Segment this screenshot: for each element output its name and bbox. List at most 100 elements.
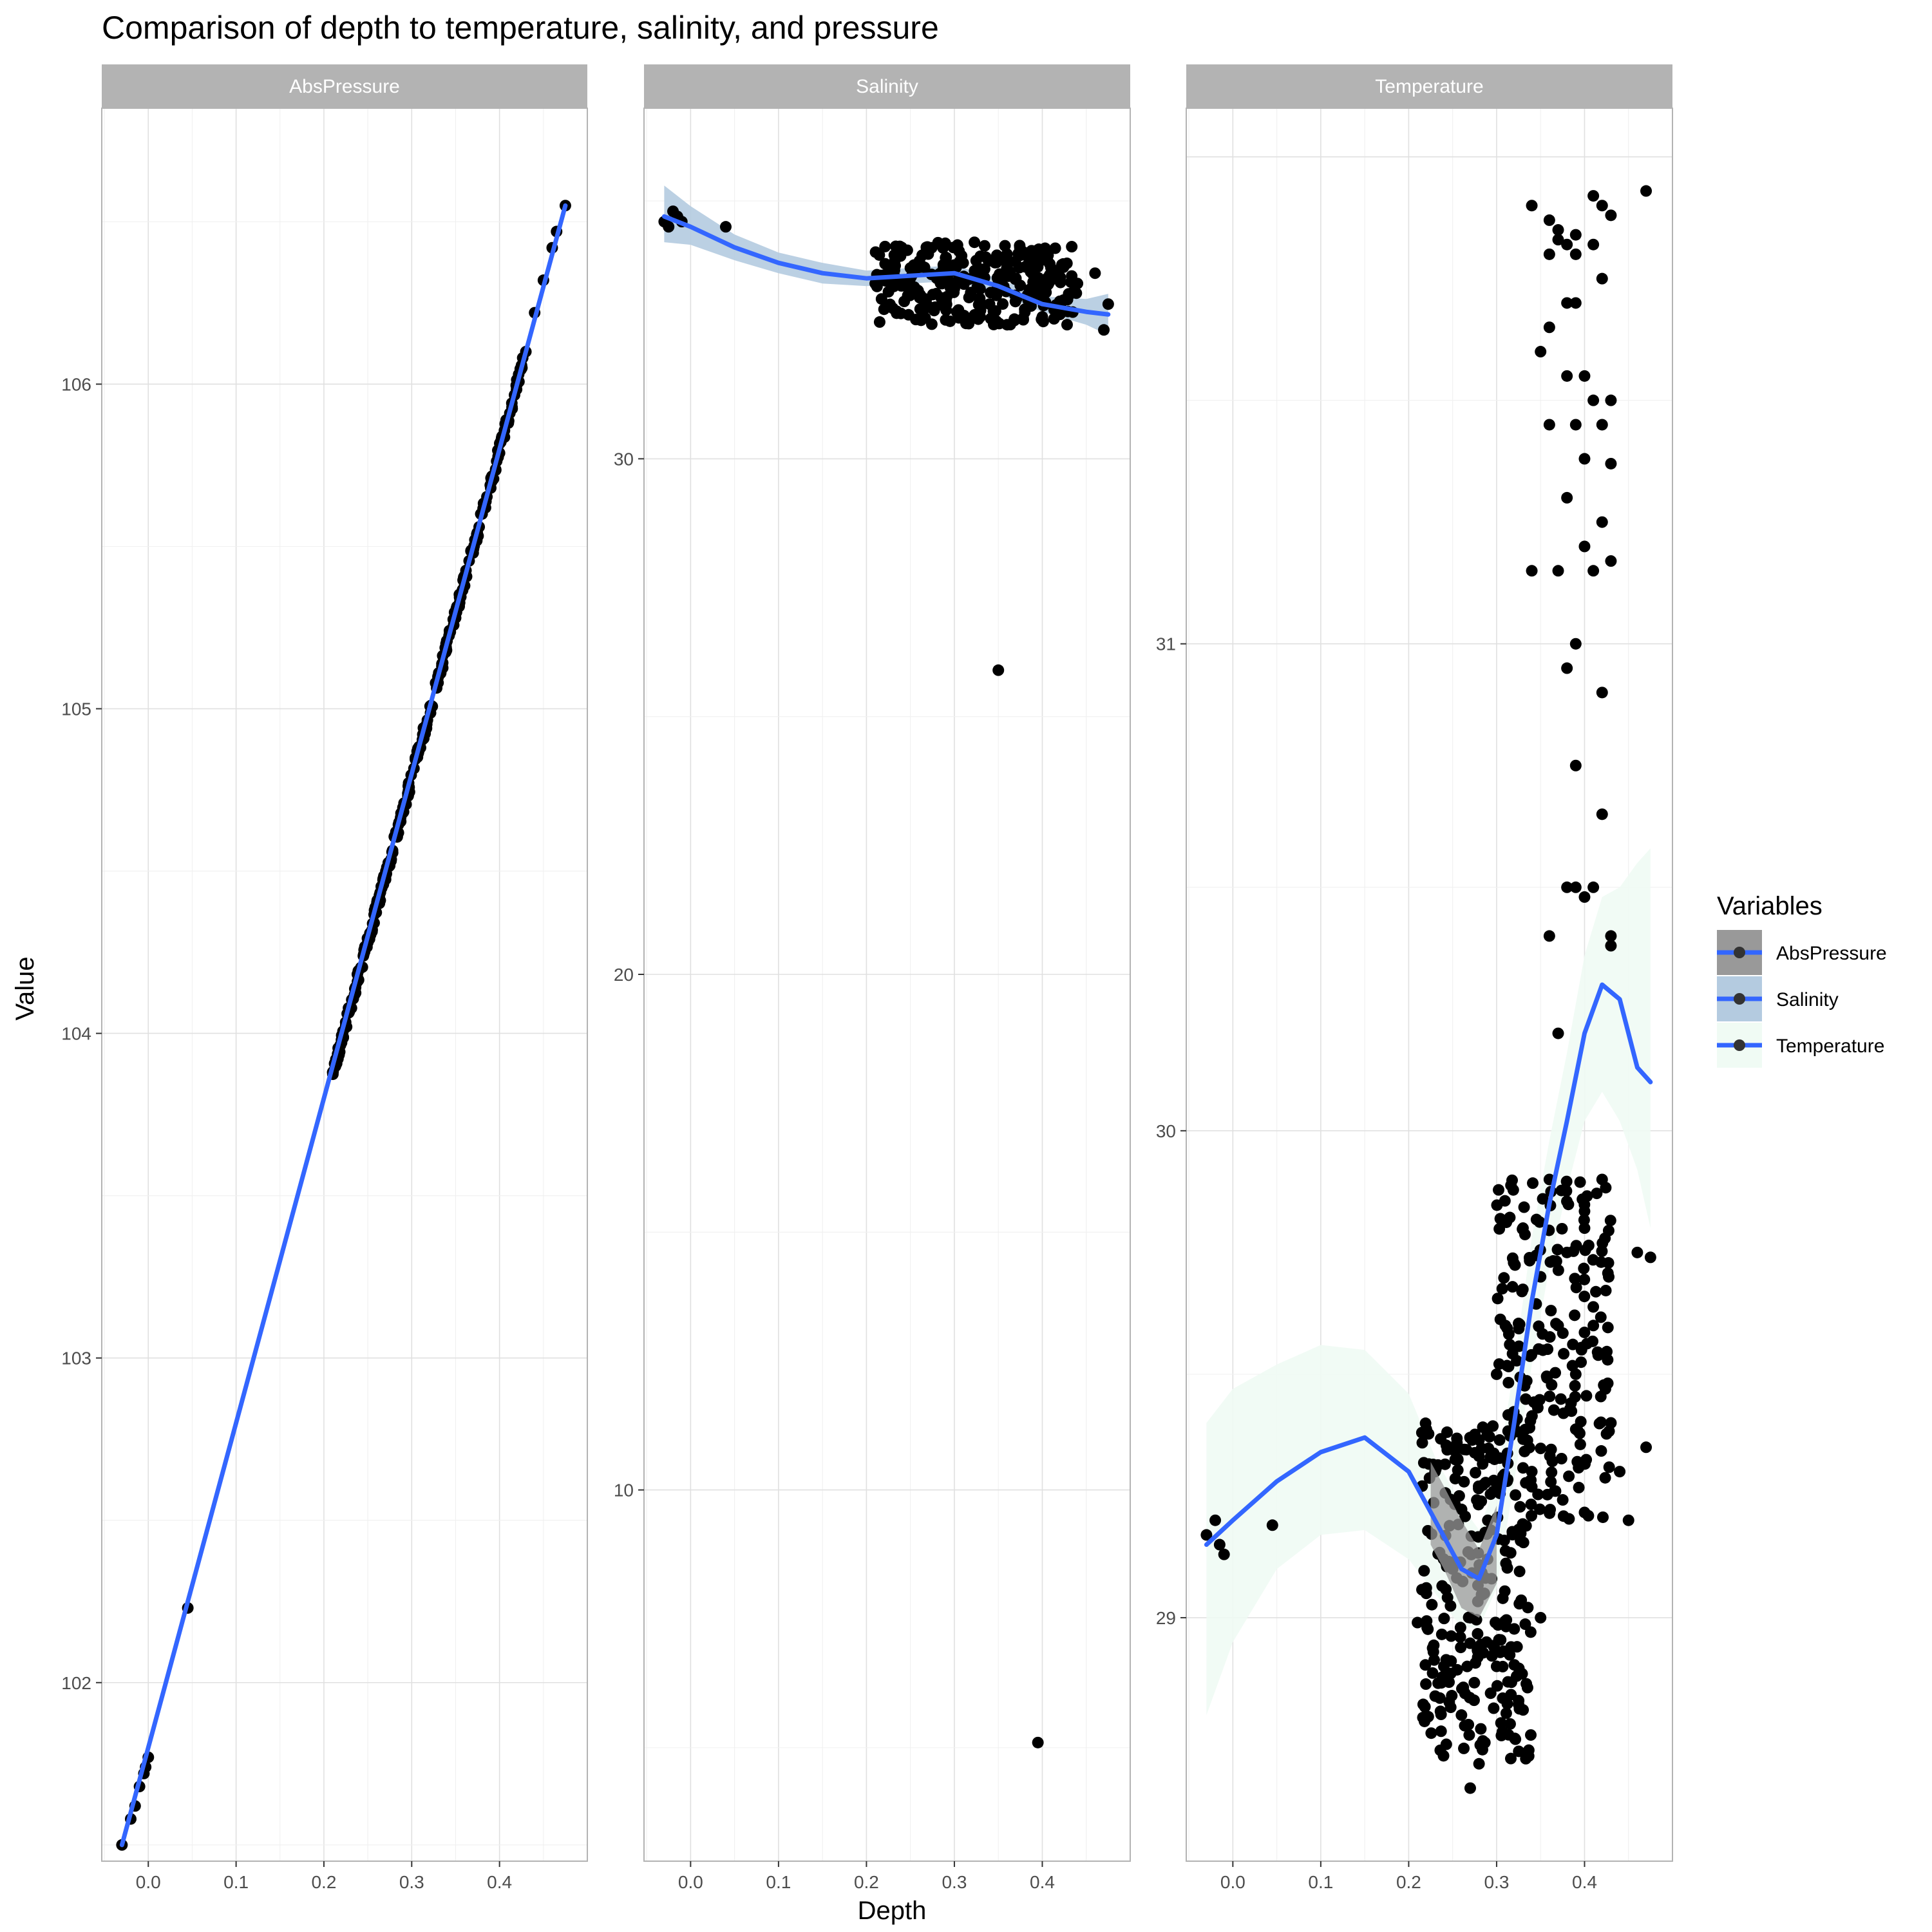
x-tick-label: 0.4 [487, 1872, 512, 1892]
data-point [1514, 1501, 1526, 1513]
data-point [1579, 1458, 1591, 1470]
data-point [1537, 1328, 1549, 1340]
data-point [1492, 1480, 1504, 1492]
data-point [888, 249, 900, 261]
y-tick-label: 105 [61, 699, 91, 719]
data-point [1453, 1490, 1465, 1502]
data-point [1544, 1507, 1556, 1519]
data-point [1600, 1284, 1612, 1296]
panel-border [101, 108, 588, 1862]
x-tick-label: 0.4 [1572, 1872, 1597, 1892]
data-point [1563, 1470, 1575, 1482]
data-point [663, 221, 675, 233]
data-point [1017, 312, 1029, 325]
data-point [1509, 1732, 1521, 1745]
data-point [1501, 1562, 1513, 1574]
data-point [1599, 1383, 1611, 1395]
data-point [985, 312, 997, 325]
data-point [1520, 1477, 1532, 1489]
data-point [1499, 1195, 1511, 1207]
x-tick-label: 0.1 [1308, 1872, 1333, 1892]
data-point [1587, 190, 1600, 202]
data-point [1512, 1698, 1524, 1710]
data-point [1546, 1455, 1558, 1468]
data-point [960, 317, 972, 330]
data-point [1596, 1511, 1609, 1523]
data-point [1578, 1291, 1591, 1303]
data-point [1459, 1719, 1471, 1732]
data-point [1416, 1437, 1428, 1449]
data-point [904, 289, 916, 301]
data-point [1547, 1255, 1559, 1267]
data-point [1545, 1443, 1557, 1455]
data-point [1605, 457, 1617, 469]
data-point [1557, 1510, 1569, 1522]
data-point [1218, 1548, 1230, 1560]
data-point [1496, 1283, 1508, 1295]
data-point [1543, 214, 1555, 226]
smooth-line [1204, 982, 1653, 1581]
data-point [1458, 1742, 1470, 1754]
confidence-ribbon [664, 185, 1108, 336]
data-point [869, 278, 882, 290]
legend: Variables AbsPressure Salinity Temperature [1717, 892, 1887, 1068]
data-point [1473, 1757, 1485, 1770]
data-point [1454, 1631, 1466, 1643]
data-point [1435, 1725, 1447, 1738]
x-axis-title: Depth [858, 1897, 927, 1925]
data-point [1266, 1519, 1278, 1531]
data-point [1487, 1420, 1499, 1432]
data-point [1605, 555, 1617, 567]
data-point [1596, 419, 1608, 431]
data-point [1569, 1309, 1581, 1321]
data-point [1432, 1677, 1444, 1689]
data-point [974, 311, 987, 323]
data-point [974, 295, 986, 307]
y-tick-label: 104 [61, 1024, 91, 1044]
data-point [891, 305, 903, 317]
data-point [1032, 1736, 1044, 1748]
data-point [1445, 1630, 1457, 1642]
x-tick-label: 0.3 [942, 1872, 967, 1892]
data-point [1599, 1472, 1611, 1484]
data-point [1102, 298, 1114, 310]
data-point [1535, 1443, 1547, 1455]
data-point [1544, 1390, 1556, 1403]
data-point [1508, 1623, 1520, 1635]
data-point [1428, 1639, 1440, 1651]
data-point [1543, 248, 1555, 260]
data-point [1497, 1592, 1509, 1604]
data-point [1578, 370, 1591, 382]
data-point [1502, 1360, 1515, 1372]
data-point [1640, 1441, 1653, 1454]
data-point [925, 318, 938, 330]
data-point [969, 236, 981, 249]
chart-title: Comparison of depth to temperature, sali… [102, 10, 939, 46]
data-point [985, 287, 997, 299]
data-point [1510, 1489, 1522, 1501]
data-point [875, 293, 887, 305]
data-point [983, 298, 996, 310]
data-point [1596, 687, 1608, 699]
facet-strip [102, 64, 587, 108]
data-point [1569, 419, 1582, 431]
legend-point-swatch [1734, 1039, 1745, 1051]
data-point [1428, 1654, 1441, 1666]
data-point [1596, 200, 1608, 212]
x-tick-label: 0.0 [1220, 1872, 1245, 1892]
data-point [1020, 261, 1032, 273]
data-point [970, 254, 982, 267]
panel-background [102, 108, 587, 1861]
data-point [932, 236, 944, 249]
x-tick-label: 0.0 [136, 1872, 161, 1892]
data-point [1054, 308, 1066, 321]
data-point [974, 267, 987, 279]
data-point [1565, 1397, 1577, 1409]
data-point [1531, 1401, 1544, 1414]
data-point [1549, 1367, 1562, 1379]
data-point [1520, 1678, 1533, 1690]
data-point [1009, 296, 1021, 308]
data-point [1552, 1027, 1564, 1039]
data-point [1505, 1689, 1517, 1701]
data-point [1441, 1426, 1453, 1438]
